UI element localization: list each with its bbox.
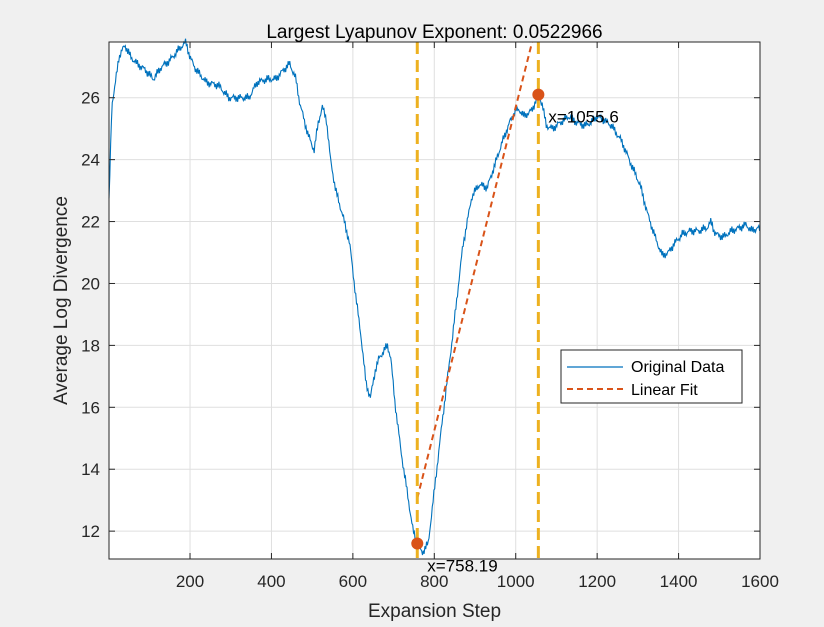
y-tick-label: 14 bbox=[81, 460, 100, 479]
series-original-data bbox=[108, 38, 761, 556]
plot: x=758.19 x=1055.6 bbox=[108, 38, 761, 576]
x-tick-label: 1400 bbox=[660, 572, 698, 591]
legend[interactable]: Original Data Linear Fit bbox=[560, 349, 743, 404]
y-tick-label: 26 bbox=[81, 89, 100, 108]
x-tick-label: 1000 bbox=[497, 572, 535, 591]
x-tick-label: 1600 bbox=[741, 572, 779, 591]
y-tick-label: 18 bbox=[81, 336, 100, 355]
marker-point bbox=[532, 88, 545, 101]
marker-point bbox=[411, 537, 424, 550]
ticks: 200 400 600 800 1000 1200 1400 1600 12 14 16 18 20 22… bbox=[81, 42, 779, 591]
legend-label-original-data: Original Data bbox=[631, 359, 724, 376]
y-tick-label: 24 bbox=[81, 151, 100, 170]
x-axis-label: Expansion Step bbox=[368, 601, 501, 622]
y-axis-label: Average Log Divergence bbox=[51, 196, 72, 405]
series-linear-fit bbox=[416, 41, 534, 499]
marker-label: x=758.19 bbox=[427, 557, 497, 576]
y-tick-label: 20 bbox=[81, 274, 100, 293]
x-tick-label: 1200 bbox=[578, 572, 616, 591]
legend-box bbox=[560, 349, 743, 404]
chart-title: Largest Lyapunov Exponent: 0.0522966 bbox=[266, 22, 602, 43]
legend-label-linear-fit: Linear Fit bbox=[631, 382, 698, 399]
y-tick-label: 22 bbox=[81, 213, 100, 232]
x-tick-label: 600 bbox=[339, 572, 367, 591]
x-tick-label: 200 bbox=[176, 572, 204, 591]
x-tick-label: 400 bbox=[257, 572, 285, 591]
marker-label: x=1055.6 bbox=[548, 108, 618, 127]
y-tick-label: 12 bbox=[81, 522, 100, 541]
y-tick-label: 16 bbox=[81, 398, 100, 417]
x-tick-label: 800 bbox=[420, 572, 448, 591]
